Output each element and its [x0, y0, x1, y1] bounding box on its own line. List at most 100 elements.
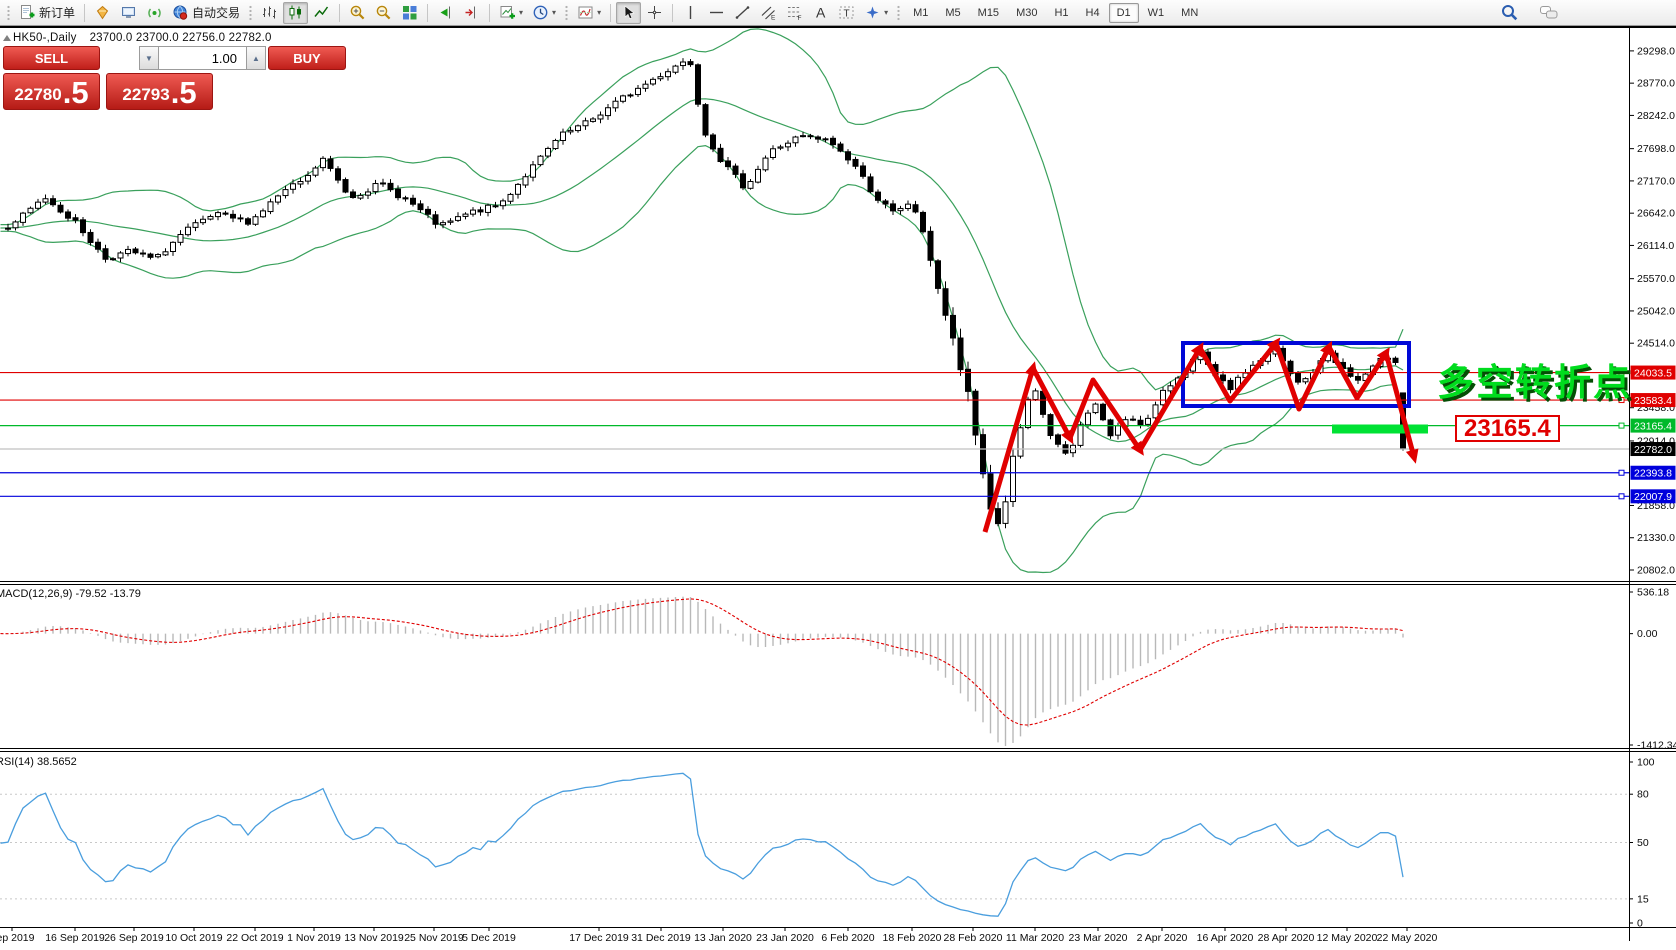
rsi-panel[interactable] — [0, 772, 1629, 917]
svg-text:22782.0: 22782.0 — [1634, 444, 1672, 456]
candle-chart-button[interactable] — [283, 1, 309, 24]
chart-shift-button[interactable] — [459, 2, 484, 24]
globe-icon — [172, 4, 189, 21]
svg-text:0: 0 — [1637, 918, 1643, 930]
chevron-down-icon[interactable]: ▾ — [597, 7, 602, 17]
signal-icon — [146, 4, 163, 21]
toolbar-grip[interactable] — [248, 4, 254, 21]
price-tags: 24033.5 23583.4 23165.4 22782.0 22393.8 22007… — [1618, 365, 1676, 504]
svg-text:18 Feb 2020: 18 Feb 2020 — [883, 932, 942, 944]
timeframe-d1[interactable]: D1 — [1108, 2, 1139, 23]
sell-button[interactable]: SELL — [3, 46, 100, 70]
timeframe-h1[interactable]: H1 — [1054, 6, 1069, 19]
chevron-down-icon[interactable]: ▾ — [519, 7, 524, 17]
svg-text:13 Nov 2019: 13 Nov 2019 — [344, 932, 404, 944]
timeframe-m15[interactable]: M15 — [977, 6, 1000, 19]
one-click-collapse-button[interactable] — [3, 35, 11, 41]
periods-button[interactable]: ▾ — [528, 2, 560, 24]
zoom-in-button[interactable] — [345, 2, 370, 24]
bid-price-main: 22780 — [14, 85, 62, 104]
svg-text:28 Apr 2020: 28 Apr 2020 — [1258, 932, 1315, 944]
ohlc-values: 23700.0 23700.0 22756.0 22782.0 — [89, 32, 272, 44]
ask-price-button[interactable]: 22793.5 — [106, 73, 213, 110]
vertical-line-button[interactable] — [678, 2, 703, 24]
horizontal-line-button[interactable] — [704, 2, 729, 24]
chat-button[interactable] — [1535, 2, 1563, 24]
chevron-down-icon[interactable]: ▾ — [552, 7, 557, 17]
macd-signal-line — [0, 598, 1404, 726]
fibonacci-button[interactable]: F — [782, 2, 807, 24]
turning-point-annotation[interactable]: 多空转折点 — [1437, 362, 1632, 403]
text-button[interactable]: A — [808, 2, 833, 24]
tile-windows-button[interactable] — [397, 2, 422, 24]
support-highlight-bar[interactable] — [1332, 424, 1428, 434]
trendline-icon — [734, 4, 751, 21]
volume-up-button[interactable]: ▲ — [246, 46, 266, 70]
zoom-out-icon — [375, 4, 392, 21]
timeframe-m1[interactable]: M1 — [913, 6, 929, 19]
svg-text:1 Nov 2019: 1 Nov 2019 — [287, 932, 341, 944]
autotrading-button[interactable]: 自动交易 — [168, 2, 244, 24]
tile-icon — [401, 4, 418, 21]
search-button[interactable] — [1496, 2, 1523, 24]
timeframe-h4[interactable]: H4 — [1085, 6, 1100, 19]
bar-chart-button[interactable] — [257, 2, 282, 24]
svg-text:31 Dec 2019: 31 Dec 2019 — [631, 932, 691, 944]
volume-input[interactable]: 1.00 — [159, 46, 246, 70]
volume-down-button[interactable]: ▼ — [139, 46, 159, 70]
text-icon: A — [812, 4, 829, 21]
bars-icon — [261, 4, 278, 21]
bollinger-bands[interactable] — [0, 28, 1404, 574]
text-label-button[interactable]: T — [834, 2, 859, 24]
svg-text:27698.0: 27698.0 — [1637, 143, 1675, 155]
toolbar-grip[interactable] — [6, 4, 11, 21]
crosshair-button[interactable] — [642, 2, 667, 24]
new-chart-button[interactable]: ▾ — [495, 2, 527, 24]
channel-button[interactable]: E — [756, 2, 781, 24]
new-order-button[interactable]: 新订单 — [15, 2, 79, 24]
candlesticks-layer[interactable] — [5, 58, 1406, 529]
svg-text:25 Nov 2019: 25 Nov 2019 — [404, 932, 464, 944]
level-callout-label[interactable]: 23165.4 — [1455, 415, 1560, 442]
toolbar-separator — [489, 3, 491, 22]
svg-text:15: 15 — [1637, 893, 1649, 905]
chart-annotations[interactable] — [982, 337, 1428, 533]
toolbar-grip[interactable] — [564, 4, 570, 21]
line-chart-button[interactable] — [309, 2, 334, 24]
market-depth-button[interactable] — [90, 2, 115, 24]
zoom-in-icon — [349, 4, 366, 21]
price-axis[interactable]: 29298.0 28770.0 28242.0 27698.0 27170.0 26642… — [1629, 45, 1676, 930]
bid-price-frac: .5 — [62, 75, 89, 110]
svg-text:23165.4: 23165.4 — [1634, 420, 1672, 432]
arrows-button[interactable]: ▾ — [860, 2, 892, 24]
terminal-button[interactable] — [116, 2, 141, 24]
timeframe-mn[interactable]: MN — [1181, 6, 1199, 19]
toolbar-grip[interactable] — [896, 4, 902, 21]
zoom-out-button[interactable] — [371, 2, 396, 24]
chevron-down-icon[interactable]: ▾ — [884, 7, 889, 17]
chart-shift-icon — [463, 4, 480, 21]
new-order-icon — [19, 4, 36, 21]
toolbar-separator — [672, 3, 674, 22]
timeframe-w1[interactable]: W1 — [1147, 6, 1165, 19]
timeframe-m5[interactable]: M5 — [945, 6, 961, 19]
price-level-lines[interactable] — [0, 371, 1629, 497]
trendline-button[interactable] — [730, 2, 755, 24]
buy-button[interactable]: BUY — [268, 46, 346, 70]
signals-button[interactable] — [142, 2, 167, 24]
cursor-button[interactable] — [616, 1, 642, 24]
bid-price-button[interactable]: 22780.5 — [3, 73, 100, 110]
toolbar-separator — [84, 3, 86, 22]
svg-text:17 Dec 2019: 17 Dec 2019 — [569, 932, 629, 944]
autoscroll-button[interactable] — [433, 2, 458, 24]
svg-text:-1412.34: -1412.34 — [1637, 740, 1676, 752]
svg-text:29298.0: 29298.0 — [1637, 45, 1675, 57]
ask-price-frac: .5 — [170, 75, 197, 110]
macd-indicator-label: MACD(12,26,9) -79.52 -13.79 — [0, 588, 141, 600]
indicators-button[interactable]: ▾ — [573, 2, 605, 24]
macd-panel[interactable] — [0, 596, 1404, 746]
timeframe-m30[interactable]: M30 — [1016, 6, 1038, 19]
